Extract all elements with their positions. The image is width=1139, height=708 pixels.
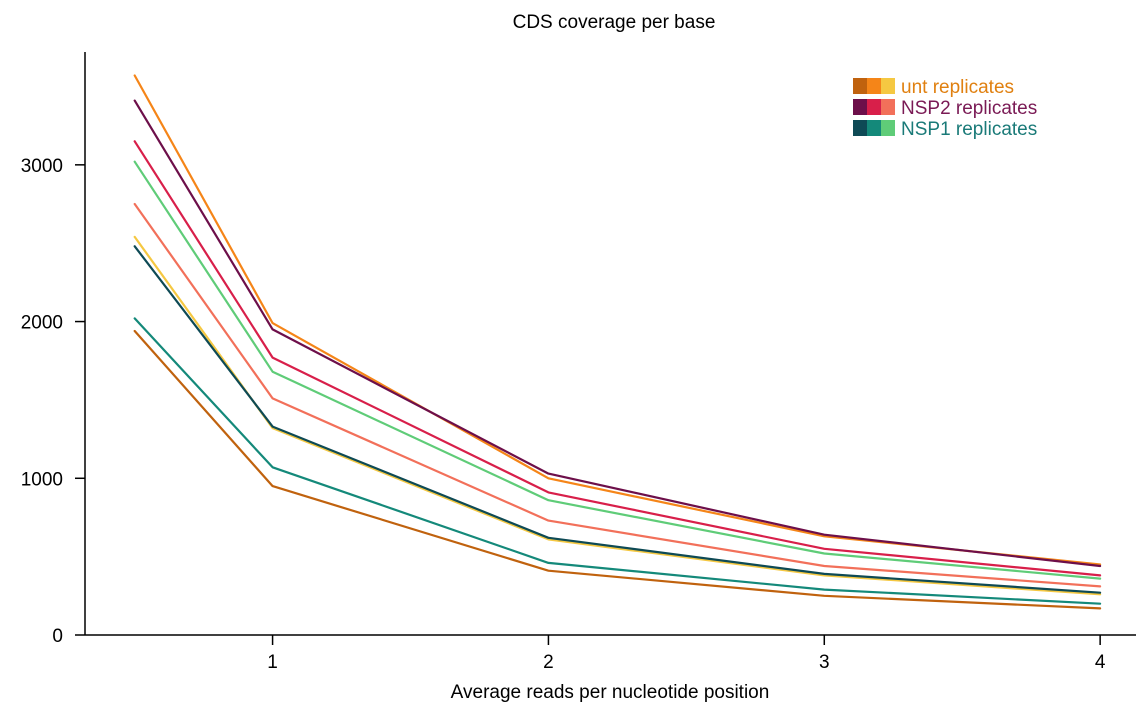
x-tick-label: 4 — [1095, 652, 1106, 673]
legend-entry: unt replicates — [853, 77, 1014, 98]
series-line-4 — [133, 160, 1102, 580]
legend-swatch — [853, 99, 867, 115]
y-tick-label: 2000 — [21, 313, 63, 334]
series-line-6 — [133, 235, 1102, 596]
x-axis-label: Average reads per nucleotide position — [451, 682, 770, 703]
series-line-5 — [133, 202, 1102, 588]
series-layer — [133, 74, 1102, 610]
series-line-1 — [133, 74, 1102, 566]
legend-swatch — [853, 120, 867, 136]
chart-title: CDS coverage per base — [513, 12, 716, 33]
x-tick-label: 2 — [543, 652, 554, 673]
ticks-layer: 1 2 3 4 0 1000 2000 3000 — [21, 156, 1106, 673]
y-tick-label: 0 — [52, 626, 63, 647]
y-tick-label: 3000 — [21, 156, 63, 177]
legend-swatch — [867, 99, 881, 115]
legend-swatch — [853, 78, 867, 94]
legend-swatch — [867, 120, 881, 136]
series-line-8 — [133, 317, 1102, 605]
legend-entry: NSP2 replicates — [853, 98, 1037, 119]
legend-entry: NSP1 replicates — [853, 119, 1037, 140]
legend-label: unt replicates — [901, 77, 1014, 98]
x-tick-label: 3 — [819, 652, 830, 673]
legend-label: NSP1 replicates — [901, 119, 1037, 140]
axes-layer — [84, 52, 1136, 636]
legend-swatch — [881, 78, 895, 94]
series-line-7 — [133, 245, 1102, 594]
legend-label: NSP2 replicates — [901, 98, 1037, 119]
series-line-9 — [133, 329, 1102, 610]
y-tick-label: 1000 — [21, 469, 63, 490]
legend-swatch — [867, 78, 881, 94]
legend-swatch — [881, 99, 895, 115]
x-tick-label: 1 — [267, 652, 278, 673]
legend-swatch — [881, 120, 895, 136]
series-line-3 — [133, 140, 1102, 577]
series-line-2 — [133, 99, 1102, 568]
